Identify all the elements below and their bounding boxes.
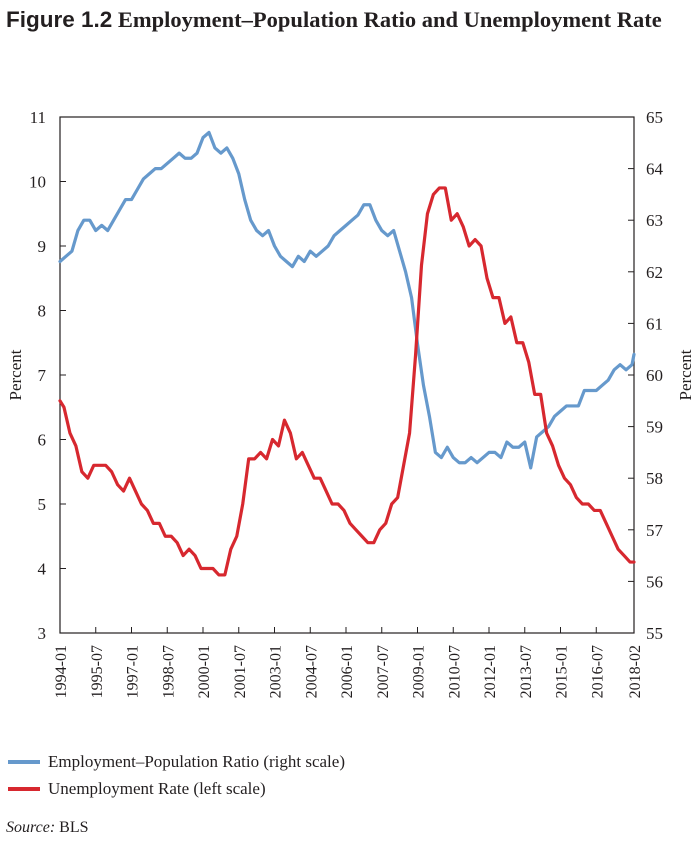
x-tick-label: 2009-01 bbox=[411, 645, 428, 698]
legend-label-unemployment: Unemployment Rate (left scale) bbox=[48, 778, 266, 798]
legend-swatch-unemployment bbox=[8, 786, 40, 791]
y-left-tick-label: 4 bbox=[38, 560, 47, 579]
x-tick-label: 2004-07 bbox=[303, 645, 320, 698]
source-note: Source: BLS bbox=[6, 819, 89, 837]
x-tick-label: 2013-07 bbox=[518, 645, 535, 698]
x-tick-label: 2010-07 bbox=[446, 645, 463, 698]
source-label: Source: bbox=[6, 819, 56, 836]
y-right-tick-label: 63 bbox=[646, 211, 663, 230]
source-text: BLS bbox=[59, 819, 89, 836]
y-left-tick-label: 5 bbox=[38, 495, 47, 514]
y-right-tick-label: 65 bbox=[646, 108, 663, 127]
chart-title: Figure 1.2 Employment–Population Ratio a… bbox=[6, 4, 686, 35]
y-left-tick-label: 6 bbox=[38, 431, 47, 450]
x-tick-label: 2015-01 bbox=[554, 645, 571, 698]
y-right-tick-label: 64 bbox=[646, 160, 664, 179]
legend: Employment–Population Ratio (right scale… bbox=[8, 748, 345, 802]
x-tick-label: 1998-07 bbox=[160, 645, 177, 698]
y-left-axis-label: Percent bbox=[6, 349, 25, 400]
legend-label-employment: Employment–Population Ratio (right scale… bbox=[48, 751, 345, 771]
x-tick-label: 1995-07 bbox=[89, 645, 106, 698]
x-tick-label: 2012-01 bbox=[482, 645, 499, 698]
x-tick-label: 2006-01 bbox=[339, 645, 356, 698]
y-left-tick-label: 9 bbox=[38, 237, 47, 256]
series-line-unemployment-rate bbox=[58, 186, 636, 577]
x-tick-label: 2018-02 bbox=[627, 645, 644, 698]
x-tick-label: 2016-07 bbox=[589, 645, 606, 698]
legend-item-unemployment: Unemployment Rate (left scale) bbox=[8, 775, 345, 802]
plot-frame bbox=[59, 116, 635, 634]
y-right-tick-label: 55 bbox=[646, 624, 663, 643]
x-tick-label: 2000-01 bbox=[196, 645, 213, 698]
x-tick-label: 1997-01 bbox=[125, 645, 142, 698]
y-right-tick-label: 57 bbox=[646, 521, 664, 540]
legend-item-employment: Employment–Population Ratio (right scale… bbox=[8, 748, 345, 775]
y-left-tick-label: 11 bbox=[30, 108, 46, 127]
x-tick-label: 2001-07 bbox=[232, 645, 249, 698]
y-right-axis-label: Percent bbox=[676, 349, 695, 400]
x-tick-label: 1994-01 bbox=[53, 645, 70, 698]
y-right-tick-label: 60 bbox=[646, 366, 663, 385]
y-right-tick-label: 56 bbox=[646, 572, 663, 591]
y-left-tick-label: 8 bbox=[38, 302, 47, 321]
series-line-employment-population-ratio bbox=[58, 130, 636, 470]
y-left-tick-label: 7 bbox=[38, 366, 47, 385]
y-right-tick-label: 58 bbox=[646, 469, 663, 488]
x-tick-label: 2007-07 bbox=[375, 645, 392, 698]
figure-label: Figure 1.2 bbox=[6, 7, 113, 32]
y-right-tick-label: 59 bbox=[646, 418, 663, 437]
y-right-tick-label: 61 bbox=[646, 314, 663, 333]
y-left-tick-label: 3 bbox=[38, 624, 47, 643]
y-right-tick-label: 62 bbox=[646, 263, 663, 282]
legend-swatch-employment bbox=[8, 759, 40, 764]
figure-title: Employment–Population Ratio and Unemploy… bbox=[117, 7, 662, 32]
x-tick-label: 2003-01 bbox=[268, 645, 285, 698]
y-left-tick-label: 10 bbox=[29, 173, 46, 192]
